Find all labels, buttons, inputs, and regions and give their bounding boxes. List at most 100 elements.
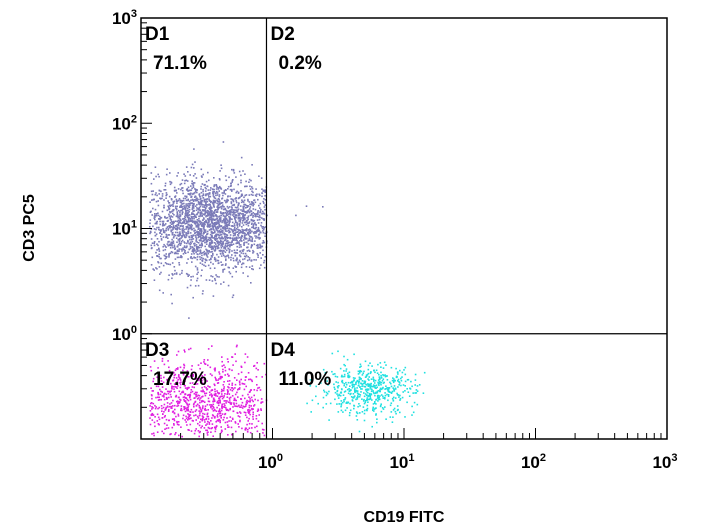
data-point-d1 (171, 277, 173, 280)
data-point-d1 (210, 257, 212, 260)
data-point-d4 (327, 384, 329, 386)
data-point-d3 (222, 405, 224, 408)
data-point-d4 (358, 403, 360, 405)
data-point-d1 (260, 217, 263, 219)
data-point-d1 (150, 264, 153, 266)
data-point-d1 (198, 246, 200, 249)
data-point-d1 (203, 209, 206, 212)
data-point-d4 (354, 377, 356, 380)
data-point-d1 (179, 201, 182, 203)
data-point-d3 (175, 415, 177, 418)
data-point-d3 (177, 367, 179, 369)
data-point-d3 (168, 390, 170, 393)
data-point-d3 (256, 410, 259, 412)
data-point-d3 (221, 413, 224, 415)
data-point-d3 (211, 374, 213, 377)
data-point-d3 (157, 396, 159, 399)
data-point-d1 (174, 234, 177, 237)
data-point-d1 (246, 237, 248, 240)
data-point-d3 (243, 411, 246, 414)
data-point-d1 (192, 238, 195, 240)
data-point-d1 (153, 269, 155, 271)
data-point-d1 (212, 192, 214, 195)
data-point-d1 (249, 206, 252, 208)
data-point-d1 (172, 222, 174, 224)
data-point-d1 (263, 219, 265, 221)
data-point-d1 (219, 241, 221, 243)
data-point-d1 (253, 219, 256, 222)
data-point-d3 (229, 408, 231, 411)
data-point-d1 (223, 218, 225, 221)
data-point-d1 (237, 218, 240, 220)
x-tick-exponent: 3 (671, 452, 677, 464)
data-point-d1 (200, 211, 203, 213)
data-point-d4 (373, 382, 376, 384)
data-point-d4 (353, 407, 355, 410)
data-point-d4 (393, 385, 396, 387)
data-point-d4 (378, 376, 381, 378)
data-point-d1 (239, 216, 241, 219)
data-point-d4 (384, 394, 387, 397)
data-point-d1 (204, 221, 207, 223)
data-point-d1 (215, 218, 218, 220)
data-point-d1 (250, 259, 253, 261)
data-point-d4 (396, 405, 399, 407)
data-point-d4 (422, 392, 425, 394)
data-point-d1 (184, 208, 186, 211)
data-point-d1 (236, 224, 238, 227)
data-point-d1 (236, 241, 238, 244)
data-point-d3 (209, 394, 211, 396)
data-point-d4 (356, 419, 359, 421)
data-point-d1 (192, 251, 195, 253)
data-point-d3 (172, 399, 174, 402)
data-point-d4 (399, 369, 401, 372)
data-point-d3 (183, 364, 186, 367)
data-point-d4 (404, 416, 406, 418)
data-point-d3 (249, 413, 251, 416)
data-point-d1 (194, 285, 197, 287)
data-point-d3 (220, 429, 223, 432)
data-point-d1 (202, 206, 204, 208)
data-point-d1 (174, 220, 177, 222)
data-point-d3 (186, 388, 188, 391)
data-point-d1 (186, 207, 189, 210)
data-point-d3 (181, 391, 183, 393)
data-point-d1 (207, 226, 209, 228)
data-point-d1 (242, 219, 245, 221)
data-point-d4 (358, 381, 360, 384)
data-point-d1 (176, 192, 178, 194)
data-point-d1 (248, 235, 251, 237)
data-point-d4 (366, 398, 368, 401)
data-point-d1 (259, 207, 261, 209)
data-point-d1 (167, 263, 170, 265)
data-point-d3 (166, 424, 168, 426)
data-point-d1 (178, 240, 181, 243)
data-point-d3 (234, 383, 237, 386)
data-point-d1 (254, 201, 257, 204)
data-point-d1 (185, 233, 188, 235)
data-point-d1 (190, 227, 193, 229)
data-point-d4 (344, 390, 347, 392)
data-point-d1 (184, 179, 186, 182)
data-point-d3 (219, 401, 221, 403)
data-point-d4 (323, 389, 325, 392)
data-point-d1 (162, 245, 164, 248)
data-point-d1 (154, 231, 156, 234)
data-point-d1 (196, 221, 198, 223)
data-point-d3 (196, 377, 198, 380)
data-point-d1 (187, 240, 189, 243)
data-point-d3 (178, 434, 180, 437)
data-point-d1 (193, 192, 195, 195)
data-point-d1 (228, 224, 231, 227)
data-point-d1 (237, 235, 240, 237)
data-point-d4 (389, 416, 392, 418)
data-point-d3 (221, 360, 223, 363)
data-point-d3 (241, 427, 243, 430)
data-point-d3 (166, 405, 169, 407)
data-point-d4 (343, 370, 345, 372)
data-point-d1 (222, 241, 224, 244)
data-point-d3 (201, 418, 204, 421)
data-point-d1 (169, 216, 172, 219)
data-point-d1 (150, 182, 153, 185)
data-point-d3 (214, 394, 216, 396)
